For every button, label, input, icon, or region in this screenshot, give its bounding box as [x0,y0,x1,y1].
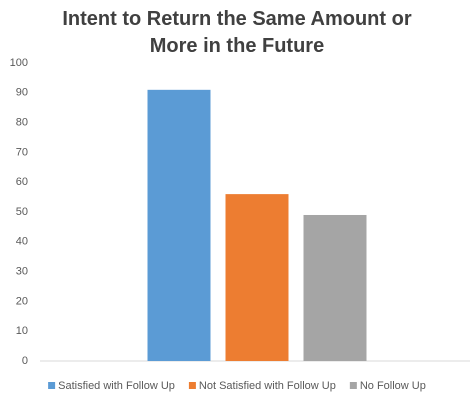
bar [303,214,367,361]
y-tick-label: 100 [10,57,28,69]
y-tick-label: 90 [16,87,28,99]
bar [147,89,211,361]
legend-swatch [48,382,56,389]
y-tick-label: 10 [16,325,28,337]
chart-title: Intent to Return the Same Amount or More… [62,8,412,57]
y-tick-label: 70 [16,146,28,158]
y-tick-label: 0 [22,355,28,367]
legend-label: No Follow Up [360,380,426,392]
y-tick-label: 40 [16,236,28,248]
legend-label: Not Satisfied with Follow Up [199,380,336,392]
legend-swatch [188,382,196,389]
y-tick-label: 60 [16,176,28,188]
bar [225,194,289,361]
legend-swatch [349,382,357,389]
y-tick-label: 30 [16,266,28,278]
y-tick-label: 80 [16,117,28,129]
y-tick-label: 50 [16,206,28,218]
legend-label: Satisfied with Follow Up [58,380,175,392]
y-tick-label: 20 [16,295,28,307]
